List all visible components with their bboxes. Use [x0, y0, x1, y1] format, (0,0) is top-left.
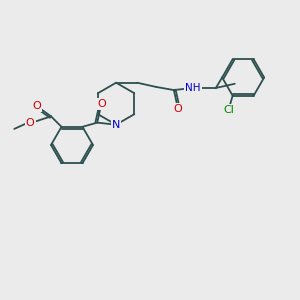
Text: N: N	[112, 120, 120, 130]
Text: Cl: Cl	[223, 105, 234, 115]
Text: O: O	[32, 101, 41, 111]
Text: O: O	[97, 99, 106, 109]
Text: O: O	[174, 104, 182, 114]
Text: N: N	[112, 120, 120, 130]
Text: NH: NH	[185, 83, 200, 93]
Text: O: O	[26, 118, 34, 128]
